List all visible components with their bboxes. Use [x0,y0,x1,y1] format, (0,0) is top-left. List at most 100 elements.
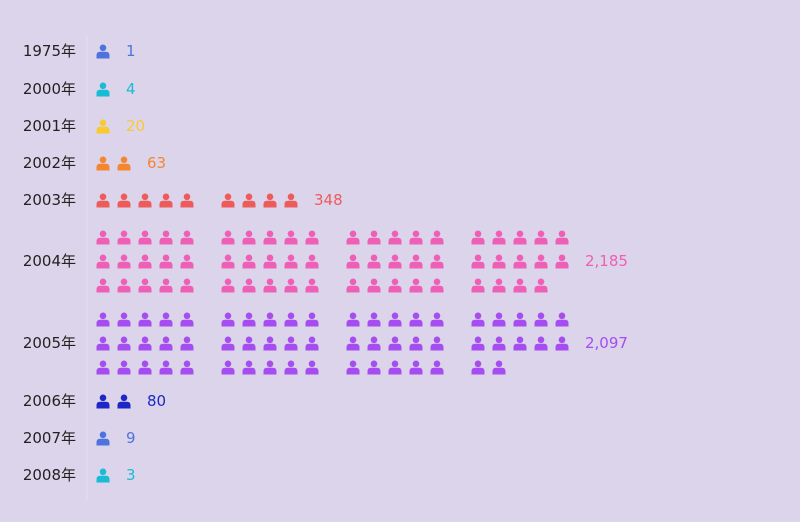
person-icon [96,468,110,483]
chart-row: 2003年 348 [23,191,343,209]
person-icon [221,193,235,208]
person-icon [471,312,485,327]
person-icon [346,360,360,375]
person-icon [534,230,548,245]
person-icon [430,336,444,351]
y-tick-label: 2005年 [23,334,76,352]
person-icon [409,278,423,293]
person-icon [284,278,298,293]
person-icon [221,312,235,327]
person-icon [305,254,319,269]
person-icon [180,254,194,269]
person-icon [96,156,110,171]
chart-row: 2000年 4 [23,80,136,98]
data-label: 348 [314,191,343,209]
person-icon [492,254,506,269]
person-icon [96,254,110,269]
person-icon [471,360,485,375]
person-icon [492,278,506,293]
person-icon [471,336,485,351]
person-icon [221,230,235,245]
data-label: 2,097 [585,334,628,352]
person-icon [492,336,506,351]
person-icon [242,360,256,375]
chart-row: 2004年 2,185 [23,230,628,293]
person-icon [513,312,527,327]
person-icon [96,431,110,446]
y-tick-label: 2002年 [23,154,76,172]
data-label: 80 [147,392,166,410]
person-icon [180,360,194,375]
person-icon [96,82,110,97]
person-icon [305,230,319,245]
person-icon [117,156,131,171]
person-icon [346,230,360,245]
person-icon [242,312,256,327]
person-icon [367,312,381,327]
person-icon [305,278,319,293]
data-label: 3 [126,466,136,484]
person-icon [96,336,110,351]
person-icon [534,254,548,269]
data-label: 4 [126,80,136,98]
person-icon [430,360,444,375]
person-icon [221,336,235,351]
person-icon [409,254,423,269]
person-icon [409,336,423,351]
person-icon [242,278,256,293]
person-icon [138,278,152,293]
person-icon [388,254,402,269]
person-icon [263,336,277,351]
person-icon [388,312,402,327]
person-icon [138,254,152,269]
person-icon [534,278,548,293]
person-icon [367,360,381,375]
chart-row: 2005年 2,097 [23,312,628,375]
person-icon [263,360,277,375]
person-icon [117,193,131,208]
person-icon [388,278,402,293]
y-tick-label: 2001年 [23,117,76,135]
person-icon [159,230,173,245]
person-icon [221,278,235,293]
person-icon [430,254,444,269]
person-icon [284,193,298,208]
person-icon [430,278,444,293]
chart-row: 2001年 20 [23,117,145,135]
data-label: 1 [126,42,136,60]
person-icon [513,278,527,293]
person-icon [471,278,485,293]
person-icon [409,360,423,375]
person-icon [242,193,256,208]
person-icon [117,254,131,269]
person-icon [346,254,360,269]
y-tick-label: 2004年 [23,252,76,270]
person-icon [513,230,527,245]
person-icon [180,193,194,208]
person-icon [263,278,277,293]
person-icon [492,230,506,245]
person-icon [96,312,110,327]
chart-row: 2008年 3 [23,466,136,484]
chart-row: 2002年 63 [23,154,166,172]
person-icon [242,254,256,269]
person-icon [555,254,569,269]
person-icon [263,193,277,208]
person-icon [513,254,527,269]
person-icon [284,336,298,351]
person-icon [284,312,298,327]
chart-row: 1975年 1 [23,42,136,60]
person-icon [346,312,360,327]
person-icon [555,336,569,351]
person-icon [159,193,173,208]
person-icon [221,254,235,269]
person-icon [284,254,298,269]
person-icon [534,336,548,351]
data-label: 2,185 [585,252,628,270]
person-icon [430,312,444,327]
person-icon [117,336,131,351]
person-icon [159,336,173,351]
person-icon [367,230,381,245]
person-icon [409,312,423,327]
person-icon [388,230,402,245]
